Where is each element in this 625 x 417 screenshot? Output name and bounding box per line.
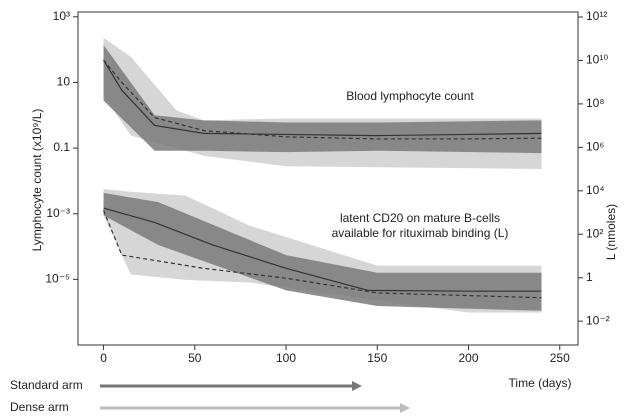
y2-tick-label: 10⁸ <box>586 96 604 110</box>
arm-arrowhead <box>352 381 362 391</box>
plot-frame <box>77 11 579 346</box>
band <box>103 45 542 154</box>
annotation: latent CD20 on mature B-cells <box>340 211 500 225</box>
arm-label: Standard arm <box>10 378 83 392</box>
y2-axis-label: L (nmoles) <box>604 204 618 260</box>
y2-tick-label: 10¹² <box>586 9 607 23</box>
y2-tick-label: 10² <box>586 226 603 240</box>
y-tick-label: 10⁻⁵ <box>45 272 70 286</box>
y2-tick-label: 10⁻² <box>586 313 610 327</box>
arm-arrowhead <box>400 403 410 413</box>
x-tick-label: 100 <box>276 351 296 365</box>
y-axis-label: Lymphocyte count (x10⁹/L) <box>30 109 44 252</box>
series-line <box>103 59 542 140</box>
x-tick-label: 0 <box>100 351 107 365</box>
y2-tick-label: 10⁶ <box>586 140 604 154</box>
arm-label: Dense arm <box>10 400 69 414</box>
x-axis-label: Time (days) <box>509 376 572 390</box>
x-tick-label: 250 <box>550 351 570 365</box>
annotation: Blood lymphocyte count <box>346 89 474 103</box>
x-tick-label: 150 <box>367 351 387 365</box>
band <box>103 192 542 311</box>
x-tick-label: 200 <box>458 351 478 365</box>
series-line <box>103 207 542 292</box>
y2-tick-label: 1 <box>586 270 593 284</box>
y-tick-label: 0.1 <box>53 140 70 154</box>
y-tick-label: 10⁻³ <box>46 206 70 220</box>
y2-tick-label: 10⁴ <box>586 183 605 197</box>
x-tick-label: 50 <box>188 351 202 365</box>
annotation: available for rituximab binding (L) <box>332 226 509 240</box>
y-tick-label: 10³ <box>53 9 70 23</box>
y-tick-label: 10 <box>57 75 71 89</box>
y2-tick-label: 10¹⁰ <box>586 53 608 67</box>
